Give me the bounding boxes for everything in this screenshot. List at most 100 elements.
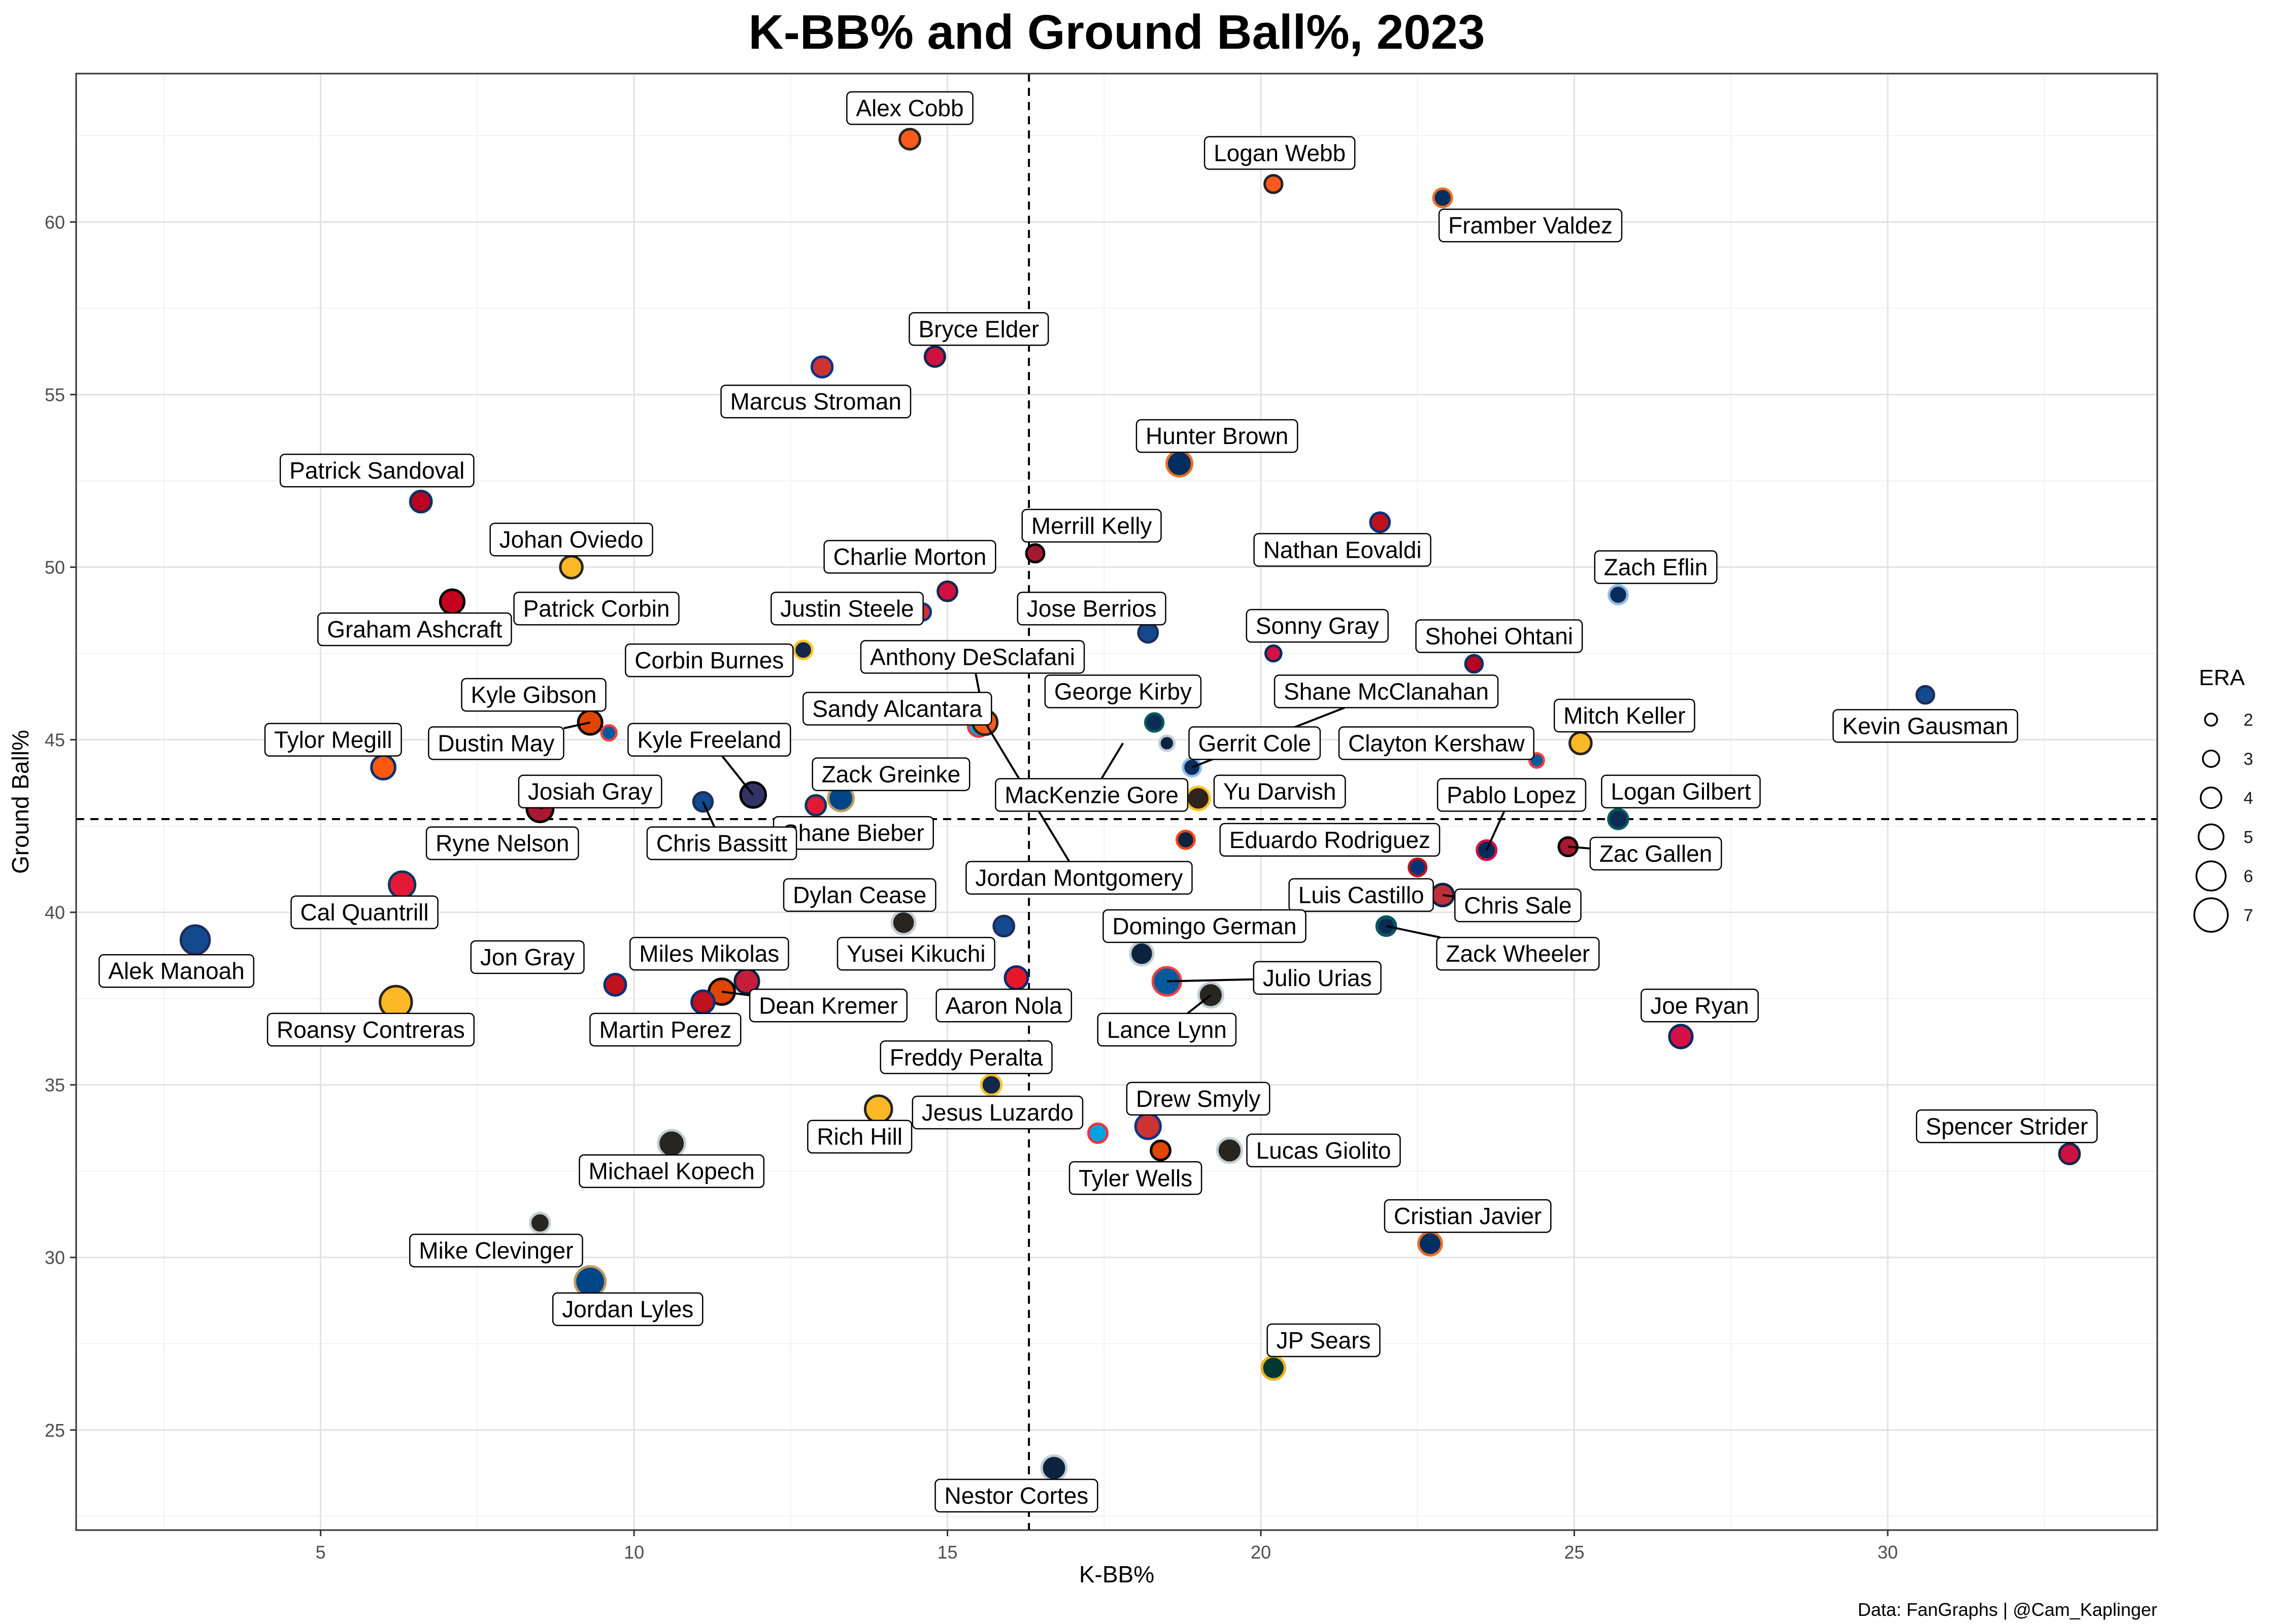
- data-point: [1464, 654, 1484, 674]
- point-label: Jesus Luzardo: [912, 1095, 1084, 1130]
- point-label-text: Julio Urias: [1263, 965, 1372, 991]
- label-connector: [1442, 894, 1455, 898]
- data-point: [1432, 187, 1453, 209]
- point-label: Corbin Burnes: [625, 643, 794, 678]
- point-label: Lance Lynn: [1097, 1012, 1237, 1047]
- point-label-text: Merrill Kelly: [1031, 513, 1152, 539]
- point-label-text: Shohei Ohtani: [1425, 623, 1574, 650]
- point-label-box: [934, 1478, 1098, 1513]
- data-point: [863, 1094, 893, 1124]
- point-label-box: [1017, 591, 1166, 626]
- y-tick-label: 55: [45, 384, 65, 405]
- point-label-text: Jordan Montgomery: [975, 865, 1183, 891]
- point-label: MacKenzie Gore: [995, 778, 1189, 812]
- point-label: Mike Clevinger: [409, 1233, 583, 1268]
- point-label-text: Domingo German: [1112, 913, 1296, 939]
- point-label-box: [409, 1233, 583, 1268]
- legend-key: [2202, 750, 2220, 768]
- point-label: Shane Bieber: [773, 816, 934, 850]
- point-label-text: Kyle Gibson: [471, 682, 596, 708]
- legend-label: 4: [2244, 789, 2253, 808]
- point-label: Sandy Alcantara: [802, 692, 992, 726]
- point-label-box: [771, 591, 924, 626]
- point-label: Ryne Nelson: [425, 826, 579, 860]
- point-label-box: [1338, 726, 1534, 760]
- label-connector: [1166, 978, 1254, 983]
- y-axis-title: Ground Ball%: [7, 730, 34, 874]
- point-label: Zach Eflin: [1594, 550, 1718, 584]
- point-label-text: Bryce Elder: [918, 316, 1039, 342]
- point-label: Michael Kopech: [579, 1154, 765, 1188]
- point-label: Dylan Cease: [783, 878, 937, 912]
- point-label-text: Martin Perez: [599, 1017, 731, 1043]
- point-label: Miles Mikolas: [629, 936, 789, 971]
- data-point: [1158, 734, 1176, 752]
- x-tick-label: 25: [1564, 1542, 1584, 1563]
- point-label-text: Charlie Morton: [833, 544, 987, 570]
- data-point: [1408, 857, 1428, 877]
- point-label-text: Cristian Javier: [1394, 1203, 1542, 1229]
- data-point: [1040, 1454, 1068, 1482]
- label-connector: [1187, 994, 1212, 1014]
- point-label: Zack Greinke: [812, 757, 971, 791]
- point-label: Lucas Giolito: [1246, 1133, 1401, 1168]
- point-label-box: [807, 1120, 913, 1154]
- x-axis-title: K-BB%: [1079, 1561, 1154, 1587]
- point-label-text: Zack Greinke: [822, 761, 961, 788]
- data-point: [1137, 622, 1159, 644]
- data-point: [805, 794, 827, 817]
- point-label: Charlie Morton: [823, 539, 996, 574]
- point-label: Gerrit Cole: [1188, 726, 1321, 760]
- caption: Data: FanGraphs | @Cam_Kaplinger: [1858, 1599, 2157, 1620]
- data-point: [1165, 450, 1193, 478]
- data-point: [1608, 584, 1629, 605]
- point-label: Julio Urias: [1253, 961, 1382, 995]
- point-label-box: [627, 723, 791, 757]
- point-label-text: Josiah Gray: [528, 779, 652, 805]
- y-tick-label: 60: [45, 212, 65, 232]
- point-label-text: George Kirby: [1054, 678, 1192, 704]
- data-point: [1607, 808, 1629, 830]
- point-label-box: [1454, 888, 1582, 923]
- label-connector: [563, 721, 591, 730]
- data-point: [793, 639, 814, 661]
- point-label: Logan Gilbert: [1601, 774, 1761, 808]
- data-point: [2058, 1142, 2081, 1166]
- point-label: Joe Ryan: [1641, 989, 1759, 1023]
- point-label-text: Tyler Wells: [1079, 1165, 1192, 1191]
- point-label-text: Kyle Freeland: [637, 727, 781, 753]
- point-label-text: Justin Steele: [780, 595, 914, 622]
- point-label-text: Spencer Strider: [1926, 1113, 2088, 1139]
- point-label-box: [1044, 674, 1202, 708]
- point-label: Eduardo Rodriguez: [1219, 823, 1441, 857]
- point-label-text: Yusei Kikuchi: [847, 940, 986, 967]
- point-label-text: Shane McClanahan: [1284, 678, 1489, 704]
- point-label: Martin Perez: [589, 1012, 742, 1047]
- point-label-text: Logan Webb: [1214, 140, 1346, 166]
- point-label: Yu Darvish: [1213, 774, 1346, 808]
- data-point: [1915, 685, 1935, 705]
- point-label-box: [812, 757, 971, 791]
- point-label-text: Zack Wheeler: [1446, 940, 1590, 967]
- y-tick-label: 25: [45, 1420, 65, 1441]
- point-label-box: [428, 726, 564, 760]
- point-label-text: Alek Manoah: [108, 958, 245, 984]
- data-point: [574, 1265, 607, 1298]
- point-label-box: [783, 878, 937, 912]
- point-label-text: Ryne Nelson: [436, 830, 569, 857]
- point-label: Cal Quantrill: [290, 895, 439, 929]
- point-label-text: Dylan Cease: [793, 882, 926, 908]
- point-label-text: Nestor Cortes: [945, 1482, 1089, 1509]
- point-label-text: Mike Clevinger: [419, 1237, 573, 1264]
- data-point: [1144, 712, 1165, 733]
- point-label-box: [1097, 1012, 1237, 1047]
- point-label: Drew Smyly: [1126, 1081, 1270, 1116]
- point-label-text: Kevin Gausman: [1842, 713, 2008, 739]
- point-label: Pablo Lopez: [1436, 778, 1587, 812]
- point-label-box: [489, 522, 653, 557]
- point-label: Luis Castillo: [1288, 878, 1434, 912]
- point-label-text: Drew Smyly: [1136, 1086, 1260, 1112]
- legend: ERA 2 3 4 5 6 7: [2193, 665, 2253, 933]
- point-label: Hunter Brown: [1135, 419, 1298, 453]
